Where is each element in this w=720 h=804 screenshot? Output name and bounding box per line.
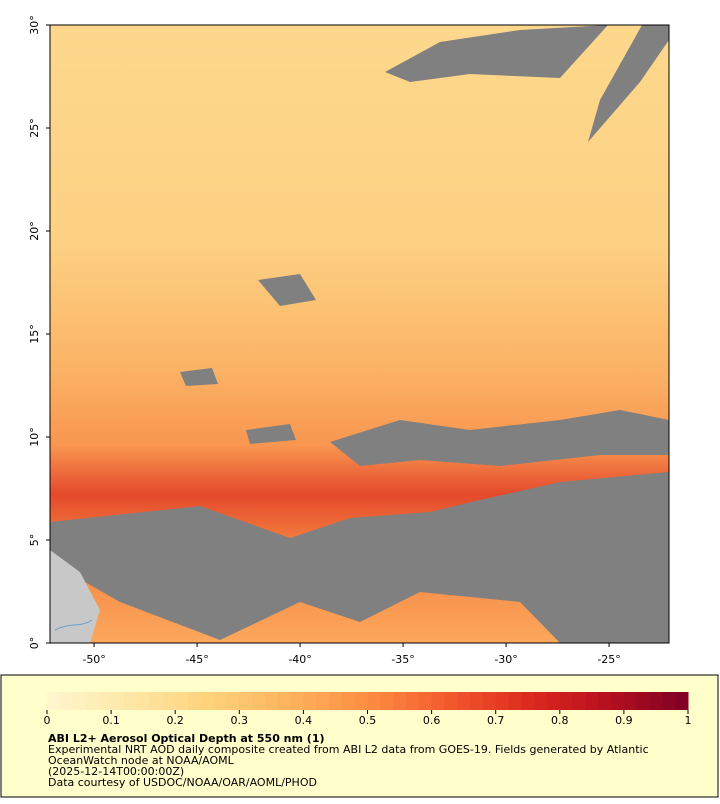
colorbar-segment <box>303 692 317 710</box>
colorbar-segment <box>85 692 99 710</box>
colorbar-segment <box>559 692 574 710</box>
lon-tick-label: -35° <box>391 653 414 666</box>
lon-tick-label: -25° <box>597 653 620 666</box>
no-data-area <box>246 424 296 444</box>
colorbar-segment <box>149 692 163 710</box>
colorbar-segment <box>239 692 253 710</box>
colorbar-segment <box>72 692 86 710</box>
colorbar-segment <box>495 692 510 710</box>
colorbar-segment <box>136 692 151 710</box>
colorbar-segment <box>431 692 445 710</box>
colorbar-segment <box>329 692 343 710</box>
colorbar-tick-label: 0.3 <box>231 714 249 727</box>
colorbar-segment <box>662 692 676 710</box>
colorbar-segment <box>354 692 368 710</box>
colorbar-segment <box>598 692 612 710</box>
no-data-area <box>385 25 608 82</box>
axes: 30° 25° 20° 15° 10° 5° 0° -50° -45° -40° -35° -30° -… <box>28 15 621 666</box>
colorbar-segment <box>367 692 381 710</box>
colorbar-segment <box>623 692 638 710</box>
colorbar-segment <box>252 692 266 710</box>
colorbar-segment <box>380 692 394 710</box>
colorbar-segment <box>200 692 215 710</box>
lat-tick-label: 25° <box>28 118 41 138</box>
colorbar: 0 0.1 0.2 0.3 0.4 0.5 0.6 0.7 0.8 0.9 1 <box>44 692 692 727</box>
no-data-area <box>588 25 669 142</box>
lat-tick-label: 5° <box>28 534 41 547</box>
no-data-area <box>50 472 669 643</box>
caption-line: Data courtesy of USDOC/NOAA/OAR/AOML/PHO… <box>48 776 317 789</box>
river <box>54 619 93 631</box>
colorbar-segment <box>482 692 497 710</box>
colorbar-segment <box>393 692 407 710</box>
colorbar-segment <box>444 692 458 710</box>
colorbar-segment <box>162 692 176 710</box>
colorbar-segment <box>611 692 625 710</box>
land <box>50 550 100 643</box>
colorbar-tick-label: 0 <box>44 714 51 727</box>
no-data <box>50 25 669 643</box>
colorbar-segment <box>277 692 292 710</box>
no-data-area <box>330 410 669 466</box>
colorbar-segment <box>290 692 304 710</box>
caption-title: ABI L2+ Aerosol Optical Depth at 550 nm … <box>48 732 325 745</box>
colorbar-segment <box>175 692 189 710</box>
caption-line: (2025-12-14T00:00:00Z) <box>48 765 184 778</box>
colorbar-tick-label: 0.6 <box>423 714 441 727</box>
lon-tick-label: -30° <box>494 653 517 666</box>
colorbar-segment <box>111 692 125 710</box>
lat-tick-label: 15° <box>28 324 41 344</box>
no-data-area <box>258 274 316 306</box>
colorbar-segment <box>213 692 227 710</box>
colorbar-segment <box>636 692 651 710</box>
colorbar-segment <box>226 692 240 710</box>
colorbar-segment <box>264 692 279 710</box>
colorbar-segment <box>188 692 202 710</box>
colorbar-segment <box>521 692 535 710</box>
colorbar-tick-label: 1 <box>685 714 692 727</box>
colorbar-segment <box>546 692 561 710</box>
colorbar-segment <box>457 692 471 710</box>
colorbar-tick-label: 0.2 <box>166 714 184 727</box>
map <box>49 24 670 644</box>
colorbar-segment <box>534 692 548 710</box>
colorbar-segment <box>59 692 74 710</box>
colorbar-tick-label: 0.4 <box>295 714 313 727</box>
colorbar-segment <box>316 692 330 710</box>
lat-tick-label: 20° <box>28 221 41 241</box>
caption-line: OceanWatch node at NOAA/AOML <box>48 754 235 767</box>
colorbar-segment <box>675 692 689 710</box>
colorbar-tick-label: 0.8 <box>551 714 569 727</box>
colorbar-tick-label: 0.9 <box>615 714 633 727</box>
colorbar-tick-label: 0.5 <box>359 714 377 727</box>
colorbar-segment <box>47 692 61 710</box>
colorbar-segment <box>572 692 586 710</box>
caption-line: Experimental NRT AOD daily composite cre… <box>48 743 649 756</box>
no-data-area <box>180 368 218 386</box>
colorbar-tick-label: 0.1 <box>102 714 120 727</box>
lat-tick-label: 10° <box>28 427 41 447</box>
colorbar-segment <box>98 692 112 710</box>
lon-tick-label: -50° <box>82 653 105 666</box>
lat-tick-label: 30° <box>28 15 41 35</box>
colorbar-segment <box>585 692 599 710</box>
lat-tick-label: 0° <box>28 637 41 650</box>
colorbar-tick-label: 0.7 <box>487 714 505 727</box>
colorbar-segment <box>123 692 138 710</box>
colorbar-segment <box>470 692 484 710</box>
colorbar-segment <box>341 692 356 710</box>
lon-tick-label: -40° <box>288 653 311 666</box>
colorbar-segment <box>649 692 663 710</box>
colorbar-segment <box>508 692 522 710</box>
lon-tick-label: -45° <box>185 653 208 666</box>
colorbar-segment <box>405 692 420 710</box>
colorbar-segment <box>418 692 433 710</box>
